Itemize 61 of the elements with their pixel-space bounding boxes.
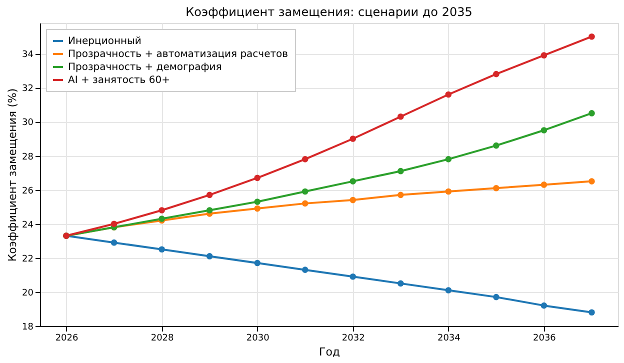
y-tick-label: 20	[22, 288, 34, 298]
point	[254, 205, 261, 212]
point	[158, 207, 165, 214]
point	[302, 266, 308, 273]
x-axis-title: Год	[318, 346, 340, 358]
point	[493, 70, 500, 78]
point	[397, 192, 404, 198]
point	[254, 174, 261, 182]
point	[397, 168, 404, 174]
point	[445, 287, 452, 294]
point	[110, 220, 118, 228]
y-tick-label: 34	[22, 50, 34, 60]
point	[350, 178, 356, 184]
point	[588, 33, 595, 40]
y-tick-label: 24	[22, 220, 34, 230]
point	[493, 142, 500, 149]
point	[350, 196, 356, 204]
point	[350, 136, 356, 142]
y-tick-label: 30	[22, 118, 34, 128]
x-tick-label: 2026	[55, 334, 78, 344]
point	[445, 91, 452, 98]
point	[206, 192, 213, 198]
point	[206, 207, 213, 214]
x-tick-label: 2034	[437, 334, 461, 344]
y-axis-title: Коэффициент замещения (%)	[6, 88, 20, 262]
point	[493, 184, 500, 192]
y-tick-label: 18	[22, 322, 34, 332]
point	[302, 200, 308, 207]
point	[540, 182, 548, 188]
x-tick-label: 2036	[533, 334, 556, 344]
y-tick-label: 32	[22, 84, 34, 94]
point	[445, 156, 452, 162]
x-tick-label: 2030	[246, 334, 270, 344]
chart-title: Коэффициент замещения: сценарии до 2035	[186, 5, 472, 19]
legend-label: Прозрачность + демография	[68, 62, 222, 73]
point	[302, 188, 308, 195]
point	[588, 110, 595, 116]
point	[302, 156, 308, 162]
y-tick-label: 28	[22, 152, 34, 162]
point	[588, 309, 595, 316]
x-tick-label: 2028	[150, 334, 174, 344]
point	[350, 273, 356, 280]
point	[254, 198, 261, 205]
legend-label: Прозрачность + автоматизация расчетов	[68, 49, 288, 60]
legend-label: Инерционный	[68, 36, 142, 47]
point	[588, 178, 595, 184]
y-tick-label: 26	[22, 186, 34, 196]
point	[493, 294, 500, 300]
point	[445, 188, 452, 195]
point	[397, 280, 404, 287]
point	[254, 260, 261, 266]
point	[397, 113, 404, 120]
point	[206, 253, 213, 260]
point	[540, 127, 548, 134]
legend-label: AI + занятость 60+	[68, 75, 170, 86]
point	[158, 246, 165, 253]
point	[540, 302, 548, 309]
point	[540, 52, 548, 58]
y-tick-label: 22	[22, 254, 34, 264]
x-tick-label: 2032	[342, 334, 365, 344]
point	[110, 239, 118, 246]
